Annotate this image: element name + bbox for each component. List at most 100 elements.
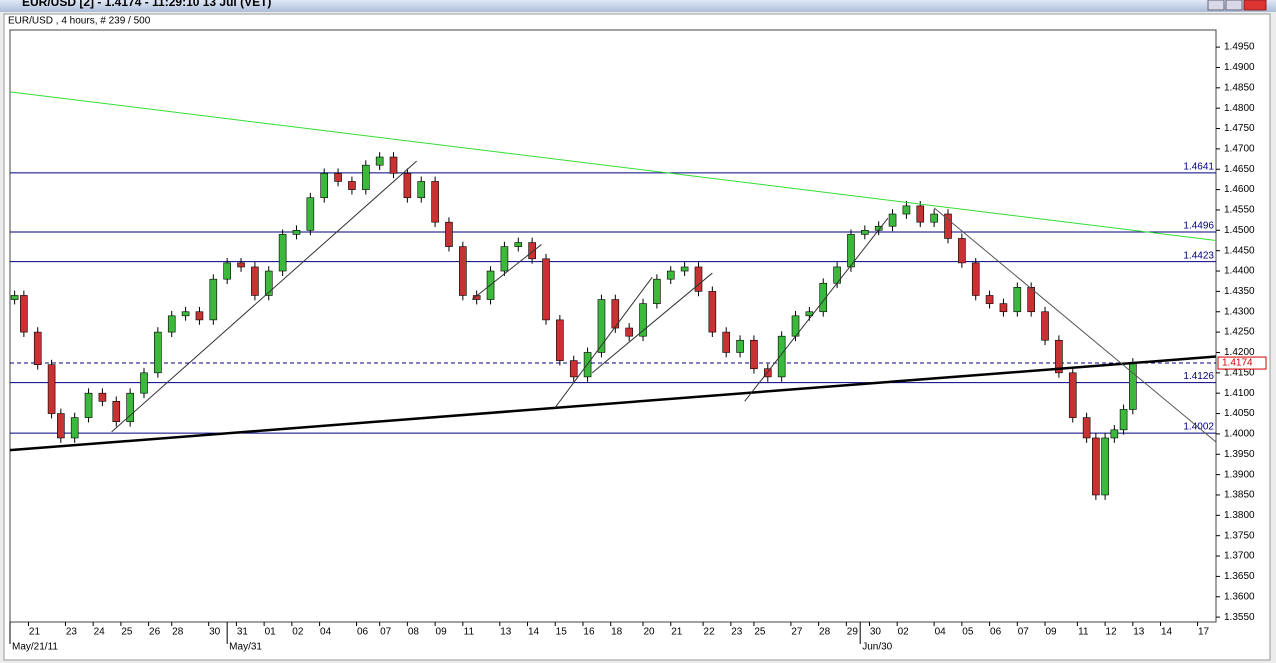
x-tick-label: 28 — [819, 627, 831, 638]
y-tick-label: 1.4700 — [1224, 144, 1255, 155]
y-tick-label: 1.4000 — [1224, 429, 1255, 440]
candle-body — [209, 278, 218, 321]
x-tick-label: 14 — [528, 627, 540, 638]
x-tick-label: 02 — [898, 627, 910, 638]
y-tick-label: 1.4650 — [1224, 164, 1255, 175]
candle-body — [417, 181, 426, 199]
candle-body — [500, 246, 509, 272]
x-tick-label: 25 — [754, 627, 766, 638]
x-tick-label: 11 — [464, 627, 475, 638]
candle-body — [84, 392, 93, 418]
x-tick-label: 06 — [357, 627, 369, 638]
x-tick-label: 16 — [583, 627, 595, 638]
candle-body — [20, 295, 28, 333]
x-tick-label: 02 — [292, 627, 304, 638]
candle-body — [361, 164, 370, 190]
candle-body — [334, 173, 342, 182]
y-tick-label: 1.4400 — [1224, 266, 1255, 277]
candle-body — [722, 331, 731, 353]
candle-body — [902, 205, 911, 215]
x-tick-label: 13 — [500, 627, 512, 638]
x-tick-label: 11 — [1078, 627, 1089, 638]
y-tick-label: 1.3900 — [1224, 469, 1255, 480]
trend-line — [554, 276, 653, 408]
x-tick-label: 25 — [121, 627, 133, 638]
candle-body — [847, 234, 855, 268]
candle-body — [320, 173, 329, 199]
candle-body — [597, 299, 606, 353]
y-tick-label: 1.3850 — [1224, 490, 1255, 501]
candle-body — [126, 392, 134, 422]
x-tick-label: 18 — [611, 627, 623, 638]
x-tick-label: 26 — [149, 627, 161, 638]
title-bar — [0, 0, 1276, 12]
x-tick-label: 06 — [990, 627, 1002, 638]
x-tick-label: 31 — [237, 627, 249, 638]
candle-body — [1068, 372, 1077, 418]
candle-body — [639, 303, 647, 337]
y-tick-label: 1.3750 — [1224, 530, 1255, 541]
trend-line — [933, 207, 1217, 443]
candle-body — [611, 299, 620, 329]
y-tick-label: 1.4250 — [1224, 327, 1255, 338]
x-tick-label: 12 — [1106, 627, 1118, 638]
candle-body — [819, 282, 828, 313]
x-tick-label: 05 — [962, 627, 974, 638]
x-major-label: May/31 — [229, 642, 262, 653]
trend-line — [111, 160, 417, 433]
candle-body — [556, 319, 564, 361]
candle-body — [514, 242, 523, 247]
y-tick-label: 1.4550 — [1224, 205, 1255, 216]
candle-body — [1055, 339, 1063, 374]
window-title: EUR/USD [2] - 1.4174 - 11:29:10 13 Jul (… — [22, 0, 271, 9]
candle-body — [944, 213, 952, 239]
x-tick-label: 22 — [704, 627, 716, 638]
trend-line — [591, 272, 713, 374]
candle-body — [930, 213, 938, 223]
maximize-button[interactable] — [1225, 0, 1243, 11]
x-tick-label: 13 — [1133, 627, 1145, 638]
x-tick-label: 27 — [791, 627, 803, 638]
y-tick-label: 1.4150 — [1224, 367, 1255, 378]
candle-body — [167, 315, 176, 333]
y-tick-label: 1.4850 — [1224, 82, 1255, 93]
minimize-button[interactable] — [1207, 0, 1225, 11]
close-button[interactable] — [1243, 0, 1267, 11]
candle-body — [1129, 362, 1137, 410]
last-price-label: 1.4174 — [1222, 358, 1253, 369]
y-tick-label: 1.4100 — [1224, 388, 1255, 399]
x-tick-label: 24 — [94, 627, 106, 638]
x-tick-label: 28 — [172, 627, 184, 638]
x-tick-label: 07 — [1018, 627, 1030, 638]
candle-body — [1013, 287, 1022, 313]
trend-line — [744, 217, 889, 402]
candle-body — [569, 360, 578, 378]
plot-area — [9, 29, 1217, 623]
x-tick-label: 17 — [1198, 627, 1210, 638]
candle-body — [958, 238, 966, 264]
x-tick-label: 04 — [320, 627, 332, 638]
y-tick-label: 1.3600 — [1224, 591, 1255, 602]
y-tick-label: 1.4600 — [1224, 184, 1255, 195]
x-tick-label: 21 — [671, 627, 683, 638]
y-tick-label: 1.3800 — [1224, 510, 1255, 521]
candle-body — [389, 156, 398, 174]
candle-body — [195, 311, 204, 321]
candle-body — [112, 401, 121, 422]
candle-body — [1041, 311, 1049, 341]
x-tick-label: 30 — [209, 627, 221, 638]
candle-body — [10, 295, 19, 300]
candle-body — [306, 197, 315, 231]
candle-body — [1092, 437, 1100, 496]
candle-body — [140, 372, 148, 394]
candle-body — [47, 364, 56, 414]
candle-body — [223, 262, 231, 280]
level-label: 1.4641 — [1183, 162, 1214, 173]
x-tick-label: 08 — [408, 627, 420, 638]
candle-body — [861, 230, 869, 235]
y-tick-label: 1.3950 — [1224, 449, 1255, 460]
candle-body — [750, 339, 758, 370]
candle-body — [971, 262, 980, 296]
